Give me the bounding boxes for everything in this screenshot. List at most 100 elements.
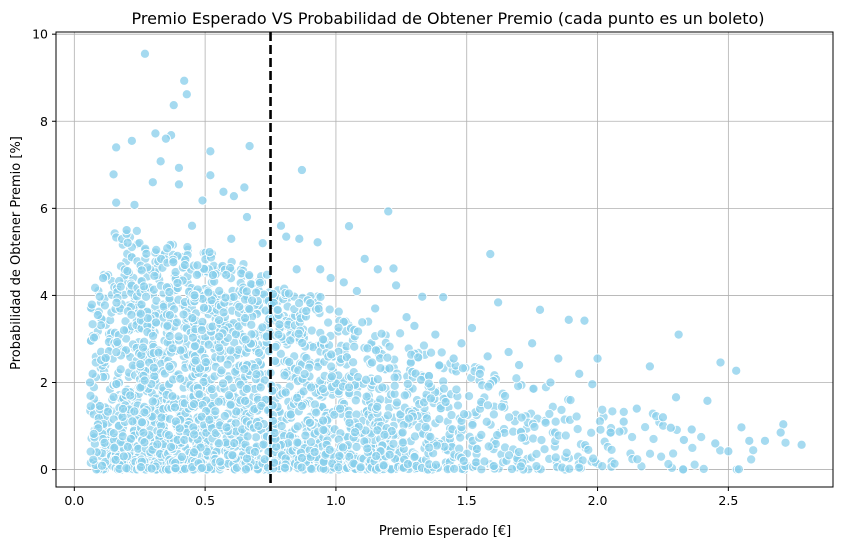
data-point xyxy=(383,206,394,217)
data-point xyxy=(384,341,395,352)
data-point xyxy=(281,231,292,242)
data-point xyxy=(403,413,414,424)
data-point xyxy=(452,400,464,411)
data-point xyxy=(221,269,232,280)
data-point xyxy=(379,429,390,440)
data-point xyxy=(343,221,355,232)
data-point xyxy=(318,334,329,345)
data-point xyxy=(678,434,689,446)
data-point xyxy=(191,269,202,280)
data-point xyxy=(181,89,192,100)
x-axis-ticks: 0.0 0.5 1.0 1.5 2.0 2.5 xyxy=(64,487,738,508)
data-point xyxy=(166,441,177,452)
data-point xyxy=(561,447,572,458)
data-point xyxy=(164,361,175,372)
data-point xyxy=(556,404,567,415)
data-point xyxy=(96,460,108,471)
data-point xyxy=(258,439,269,450)
data-point xyxy=(136,265,147,276)
data-point xyxy=(187,313,198,324)
data-point xyxy=(698,463,709,474)
data-point xyxy=(352,326,364,337)
data-point xyxy=(696,432,707,443)
data-point xyxy=(240,395,251,406)
data-point xyxy=(174,423,185,434)
x-tick-label: 0.5 xyxy=(195,493,215,508)
plot-frame xyxy=(55,31,834,488)
data-point xyxy=(528,383,539,394)
data-point xyxy=(438,383,450,394)
data-point xyxy=(534,304,546,315)
data-point xyxy=(372,374,383,385)
data-point xyxy=(324,444,335,455)
data-point xyxy=(251,287,262,298)
data-point xyxy=(139,407,150,418)
data-point xyxy=(425,393,436,404)
data-point xyxy=(402,378,413,389)
data-point xyxy=(240,464,251,475)
data-point xyxy=(488,409,499,420)
data-point xyxy=(135,462,146,473)
data-point xyxy=(162,243,173,254)
data-point xyxy=(214,342,225,353)
data-point xyxy=(138,281,149,292)
data-point xyxy=(218,378,229,389)
data-point xyxy=(246,319,257,330)
data-point xyxy=(241,453,253,464)
data-point xyxy=(127,416,138,427)
data-point xyxy=(192,260,203,271)
data-point xyxy=(594,416,605,427)
data-point xyxy=(493,297,504,308)
data-point xyxy=(391,280,402,291)
data-point xyxy=(329,409,340,420)
data-point xyxy=(678,464,689,475)
data-point xyxy=(140,291,152,302)
data-point xyxy=(170,267,181,278)
data-point xyxy=(296,462,307,473)
data-point xyxy=(205,146,216,157)
data-point xyxy=(200,357,211,368)
data-point xyxy=(731,365,742,376)
data-point xyxy=(206,384,217,395)
data-point xyxy=(167,391,178,402)
data-point xyxy=(305,436,317,448)
data-point xyxy=(108,391,119,403)
data-point xyxy=(370,303,381,314)
data-point xyxy=(458,455,469,466)
data-point xyxy=(744,435,755,446)
data-point xyxy=(285,335,296,346)
data-point xyxy=(500,390,511,402)
data-point xyxy=(571,411,582,422)
data-point xyxy=(148,330,159,341)
data-point xyxy=(219,411,230,422)
data-point xyxy=(291,392,303,403)
data-point xyxy=(214,285,225,296)
data-point xyxy=(292,437,303,448)
data-point xyxy=(436,347,447,358)
data-point xyxy=(311,407,322,418)
data-point xyxy=(372,401,383,412)
data-point xyxy=(204,247,215,258)
data-point xyxy=(349,427,361,438)
data-point xyxy=(440,396,451,408)
data-point xyxy=(456,338,467,349)
data-point xyxy=(370,345,382,356)
data-point xyxy=(618,406,629,417)
data-point xyxy=(162,320,173,331)
data-point xyxy=(115,281,126,292)
data-point xyxy=(326,361,337,372)
data-point xyxy=(226,233,237,244)
data-point xyxy=(410,368,421,379)
data-point xyxy=(216,365,227,376)
data-point xyxy=(129,199,140,210)
data-point xyxy=(150,128,161,139)
y-axis-label: Probabilidad de Obtener Premio [%] xyxy=(9,136,24,370)
data-point xyxy=(293,328,304,339)
data-point xyxy=(485,249,496,260)
data-point xyxy=(306,325,317,336)
data-point xyxy=(503,346,514,358)
data-point xyxy=(778,419,789,430)
data-point xyxy=(367,357,378,368)
data-point xyxy=(244,141,255,152)
data-point xyxy=(656,451,667,462)
